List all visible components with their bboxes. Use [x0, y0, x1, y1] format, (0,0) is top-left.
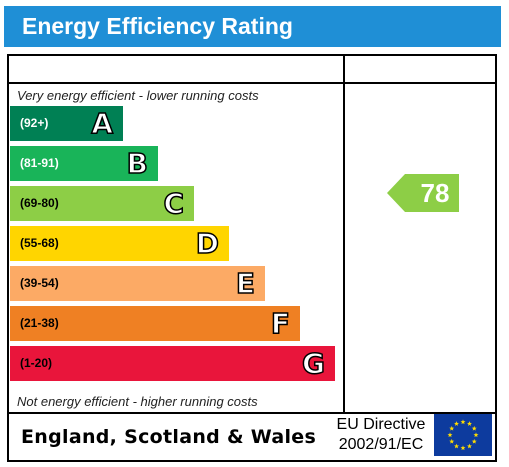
band-letter: A: [91, 106, 114, 141]
header-bar: Energy Efficiency Rating: [4, 6, 501, 47]
band-f: (21-38) F: [10, 306, 300, 341]
band-e: (39-54) E: [10, 266, 265, 301]
band-d: (55-68) D: [10, 226, 229, 261]
star-icon: [449, 425, 455, 431]
band-letter: E: [235, 266, 256, 301]
band-letter: G: [301, 346, 325, 381]
directive-line-2: 2002/91/EC: [338, 436, 424, 453]
eu-flag-icon: [434, 414, 492, 456]
current-rating-value: 78: [420, 178, 450, 208]
band-letter: D: [195, 226, 220, 261]
band-range: (92+): [20, 116, 49, 130]
top-caption: Very energy efficient - lower running co…: [17, 88, 259, 103]
current-rating-arrow: [387, 174, 459, 212]
band-range: (39-54): [20, 276, 59, 290]
star-icon: [471, 438, 477, 444]
star-icon: [454, 421, 459, 426]
star-icon: [449, 438, 455, 444]
band-g: (1-20) G: [10, 346, 335, 381]
directive-line-1: EU Directive: [336, 416, 426, 433]
band-letter: B: [126, 146, 149, 181]
band-c: (69-80) C: [10, 186, 194, 221]
band-a: (92+) A: [10, 106, 123, 141]
header-divider: [9, 82, 495, 84]
band-b: (81-91) B: [10, 146, 158, 181]
star-icon: [460, 419, 466, 425]
star-icon: [473, 432, 479, 438]
star-icon: [454, 443, 459, 449]
band-range: (69-80): [20, 196, 59, 210]
star-icon: [447, 432, 453, 438]
star-icon: [471, 425, 477, 431]
star-icon: [460, 445, 466, 451]
column-divider: [343, 56, 345, 412]
band-letter: C: [163, 186, 185, 221]
bottom-caption: Not energy efficient - higher running co…: [17, 394, 258, 409]
band-range: (21-38): [20, 316, 59, 330]
footer-divider: [9, 412, 495, 414]
page-title: Energy Efficiency Rating: [22, 13, 293, 39]
band-letter: F: [270, 306, 291, 341]
star-icon: [467, 421, 472, 426]
rating-table: Very energy efficient - lower running co…: [7, 54, 497, 462]
eu-directive: EU Directive 2002/91/EC: [331, 415, 431, 455]
star-icon: [467, 443, 472, 449]
band-range: (55-68): [20, 236, 59, 250]
band-range: (1-20): [20, 356, 53, 370]
country-label: England, Scotland & Wales: [21, 426, 317, 448]
band-range: (81-91): [20, 156, 59, 170]
